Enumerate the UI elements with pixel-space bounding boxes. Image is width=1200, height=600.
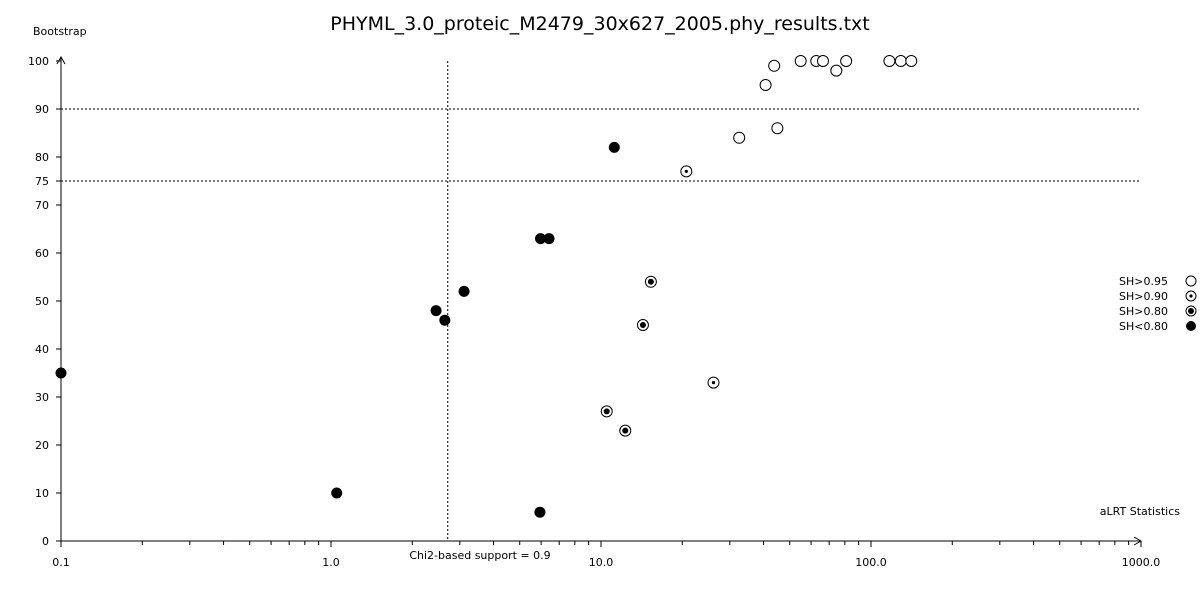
data-point: [794, 55, 807, 67]
data-point-center: [647, 278, 654, 285]
data-point-center: [622, 427, 629, 434]
data-point: [534, 506, 546, 518]
legend-label: SH>0.80: [1119, 305, 1168, 318]
data-point: [608, 141, 620, 153]
x-tick-label: 1000.0: [1122, 556, 1161, 569]
data-point-center: [639, 322, 646, 328]
legend-marker: [1186, 321, 1196, 331]
y-tick-label: 75: [35, 175, 49, 188]
data-point: [458, 285, 470, 297]
y-axis-label: Bootstrap: [33, 25, 87, 38]
x-tick-label: 1.0: [322, 556, 340, 569]
data-point: [816, 55, 829, 67]
x-tick-label: 100.0: [855, 556, 887, 569]
data-point: [535, 233, 547, 245]
data-point: [771, 122, 784, 135]
legend-label: SH>0.90: [1119, 290, 1168, 303]
data-points: [55, 55, 918, 518]
x-tick-label: 0.1: [52, 556, 70, 569]
data-point-center: [711, 381, 716, 385]
y-tick-label: 100: [28, 55, 49, 68]
chi2-support-label: Chi2-based support = 0.9: [409, 549, 550, 562]
y-tick-label: 30: [35, 391, 49, 404]
legend: SH>0.95 SH>0.90 SH>0.80 SH<0.80: [1119, 275, 1197, 333]
y-tick-label: 10: [35, 487, 49, 500]
legend-marker-center: [1188, 308, 1194, 314]
legend-label: SH<0.80: [1119, 320, 1168, 333]
data-point: [331, 487, 343, 499]
y-tick-label: 70: [35, 199, 49, 212]
y-tick-label: 0: [42, 535, 49, 548]
legend-label: SH>0.95: [1119, 275, 1168, 288]
data-point: [905, 55, 918, 67]
data-point: [733, 131, 746, 144]
data-point: [759, 79, 772, 91]
axes: 0.1 1.0 10.0 100.0 1000.0 0 10 20 30 40 50 60 70 75 80…: [28, 55, 1160, 569]
legend-marker: [1185, 275, 1197, 287]
y-tick-label: 40: [35, 343, 49, 356]
x-tick-label: 10.0: [589, 556, 614, 569]
y-tick-label: 80: [35, 151, 49, 164]
legend-marker-center: [1189, 294, 1193, 298]
data-point-center: [603, 408, 610, 415]
data-point: [430, 305, 442, 317]
y-axis-arrow: [56, 55, 66, 65]
y-tick-label: 50: [35, 295, 49, 308]
data-point: [894, 55, 907, 67]
reference-lines: [61, 61, 1140, 541]
data-point: [840, 55, 853, 67]
data-point: [883, 55, 896, 67]
chart-title: PHYML_3.0_proteic_M2479_30x627_2005.phy_…: [330, 13, 870, 35]
data-point: [768, 59, 781, 72]
data-point: [830, 64, 843, 77]
y-tick-label: 90: [35, 103, 49, 116]
data-point: [439, 314, 451, 326]
data-point: [55, 367, 67, 379]
data-point-center: [684, 169, 688, 173]
data-point: [543, 233, 555, 245]
y-tick-label: 60: [35, 247, 49, 260]
y-tick-label: 20: [35, 439, 49, 452]
x-axis-label: aLRT Statistics: [1100, 505, 1180, 518]
